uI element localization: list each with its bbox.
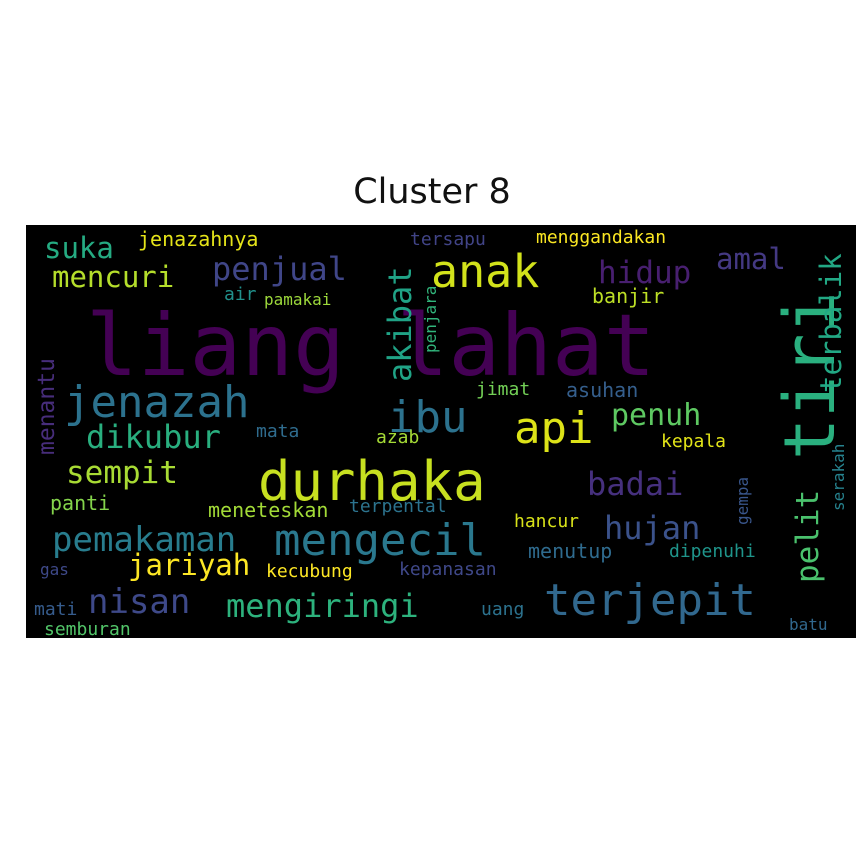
word-mencuri: mencuri <box>52 260 174 294</box>
word-terjepit: terjepit <box>544 575 756 626</box>
chart-title: Cluster 8 <box>353 172 511 212</box>
word-dipenuhi: dipenuhi <box>669 541 756 562</box>
word-hidup: hidup <box>598 255 691 291</box>
word-mengecil: mengecil <box>274 515 486 566</box>
word-nisan: nisan <box>88 582 190 622</box>
word-kepanasan: kepanasan <box>399 559 497 580</box>
word-jariyah: jariyah <box>128 548 250 582</box>
word-tiri: tiri <box>769 291 851 460</box>
word-terbalik: terbalik <box>814 253 848 393</box>
word-dikubur: dikubur <box>86 418 221 456</box>
word-panti: panti <box>50 491 110 515</box>
word-jimat: jimat <box>476 379 530 400</box>
word-gas: gas <box>40 560 69 579</box>
word-hancur: hancur <box>514 511 579 532</box>
word-penjara: penjara <box>421 286 440 353</box>
word-akibat: akibat <box>381 266 419 382</box>
word-serakah: serakah <box>829 444 848 511</box>
word-uang: uang <box>481 599 524 620</box>
word-mati: mati <box>34 599 77 620</box>
word-ibu: ibu <box>388 392 467 443</box>
word-api: api <box>514 403 593 454</box>
word-semburan: semburan <box>44 619 131 638</box>
word-batu: batu <box>789 615 828 634</box>
word-cloud: liang lahat tiri durhaka anak jenazah mengeci… <box>26 225 856 638</box>
word-menutup: menutup <box>528 539 612 563</box>
word-azab: azab <box>376 427 419 448</box>
word-jenazah: jenazah <box>64 377 249 428</box>
word-kepala: kepala <box>661 431 726 452</box>
word-tersapu: tersapu <box>410 229 486 250</box>
word-menantu: menantu <box>34 358 60 455</box>
word-liang-lahat: liang lahat <box>86 296 656 396</box>
word-pemakaman: pemakaman <box>52 520 236 560</box>
word-mengiringi: mengiringi <box>226 587 419 625</box>
word-durhaka: durhaka <box>258 450 486 513</box>
word-kecubung: kecubung <box>266 561 353 582</box>
word-hujan: hujan <box>604 509 700 547</box>
word-terpental: terpental <box>349 496 447 517</box>
word-badai: badai <box>587 465 683 503</box>
word-suka: suka <box>44 231 114 265</box>
word-penjual: penjual <box>212 250 347 288</box>
word-penuh: penuh <box>611 398 701 433</box>
word-asuhan: asuhan <box>566 378 638 402</box>
word-banjir: banjir <box>592 284 664 308</box>
word-pelit: pelit <box>790 490 826 583</box>
word-jenazahnya: jenazahnya <box>138 227 258 251</box>
word-amal: amal <box>716 242 786 276</box>
word-pamakai: pamakai <box>264 290 331 309</box>
word-gempa: gempa <box>733 477 752 525</box>
word-anak: anak <box>431 245 539 298</box>
word-mata: mata <box>256 421 299 442</box>
word-meneteskan: meneteskan <box>208 498 328 522</box>
word-air: air <box>224 284 257 305</box>
word-sempit: sempit <box>66 455 178 491</box>
word-menggandakan: menggandakan <box>536 227 666 248</box>
